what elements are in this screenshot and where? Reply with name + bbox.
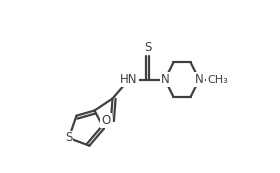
Text: S: S <box>65 131 73 144</box>
Text: N: N <box>195 73 204 86</box>
Text: CH₃: CH₃ <box>207 75 228 85</box>
Text: N: N <box>160 73 169 86</box>
Text: HN: HN <box>120 73 137 86</box>
Text: O: O <box>101 114 111 127</box>
Text: S: S <box>144 41 151 54</box>
